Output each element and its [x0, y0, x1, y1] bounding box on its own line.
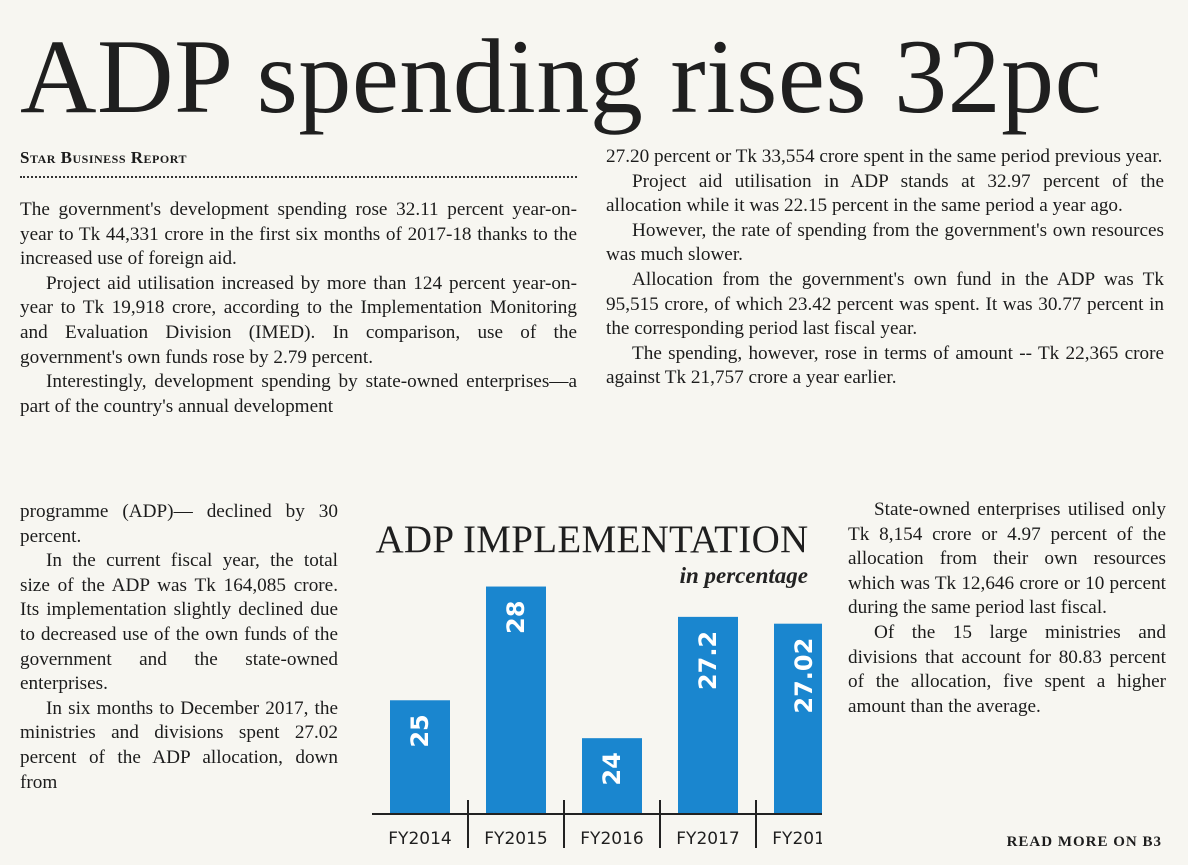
- byline: Star Business Report: [20, 148, 187, 167]
- paragraph: In the current fiscal year, the total si…: [20, 550, 338, 695]
- bar-fy2017: [678, 616, 738, 814]
- paragraph: programme (ADP)— declined by 30 percent.: [20, 501, 338, 547]
- bar-value-label: 24: [598, 752, 626, 785]
- bar-value-label: 27.2: [694, 631, 722, 690]
- bar-fy2016: [582, 738, 642, 814]
- paragraph: Allocation from the government's own fun…: [606, 268, 1164, 340]
- bar-value-label: 25: [406, 714, 434, 747]
- headline: ADP spending rises 32pc: [20, 18, 1103, 135]
- x-tick-label: FY2014: [388, 829, 451, 849]
- bar-fy2015: [486, 586, 546, 814]
- paragraph: State-owned enterprises utilised only Tk…: [848, 499, 1166, 619]
- bar-fy2014: [390, 700, 450, 814]
- article-column-2: 27.20 percent or Tk 33,554 crore spent i…: [606, 145, 1164, 391]
- paragraph: Project aid utilisation in ADP stands at…: [606, 170, 1164, 217]
- x-tick-label: FY2015: [484, 829, 547, 849]
- paragraph: Interestingly, development spending by s…: [20, 371, 577, 417]
- paragraph: The spending, however, rose in terms of …: [606, 342, 1164, 389]
- x-tick-label: FY2018: [772, 829, 822, 849]
- x-tick-label: FY2017: [676, 829, 739, 849]
- chart-title: ADP IMPLEMENTATION: [375, 518, 809, 561]
- byline-divider: [20, 176, 577, 178]
- chart-subtitle: in percentage: [679, 563, 808, 588]
- paragraph: Project aid utilisation increased by mor…: [20, 272, 577, 368]
- article-column-1: The government's development spending ro…: [20, 198, 577, 419]
- article-column-3: State-owned enterprises utilised only Tk…: [848, 498, 1166, 719]
- adp-implementation-chart: 25 FY2014 28 FY2015 24 FY2016 27.2 FY2017 27.02 F…: [372, 586, 822, 849]
- bar-value-label: 28: [502, 601, 530, 634]
- paragraph: In six months to December 2017, the mini…: [20, 697, 338, 793]
- paragraph: 27.20 percent or Tk 33,554 crore spent i…: [606, 146, 1163, 167]
- paragraph: Of the 15 large ministries and divisions…: [848, 621, 1166, 717]
- read-more-link[interactable]: READ MORE ON B3: [1006, 834, 1162, 850]
- paragraph: The government's development spending ro…: [20, 199, 577, 270]
- x-tick-label: FY2016: [580, 829, 643, 849]
- bar-value-label: 27.02: [790, 638, 818, 714]
- article-column-1-lower: programme (ADP)— declined by 30 percent.…: [20, 500, 338, 795]
- paragraph: However, the rate of spending from the g…: [606, 219, 1164, 266]
- bar-fy2018: [774, 623, 822, 814]
